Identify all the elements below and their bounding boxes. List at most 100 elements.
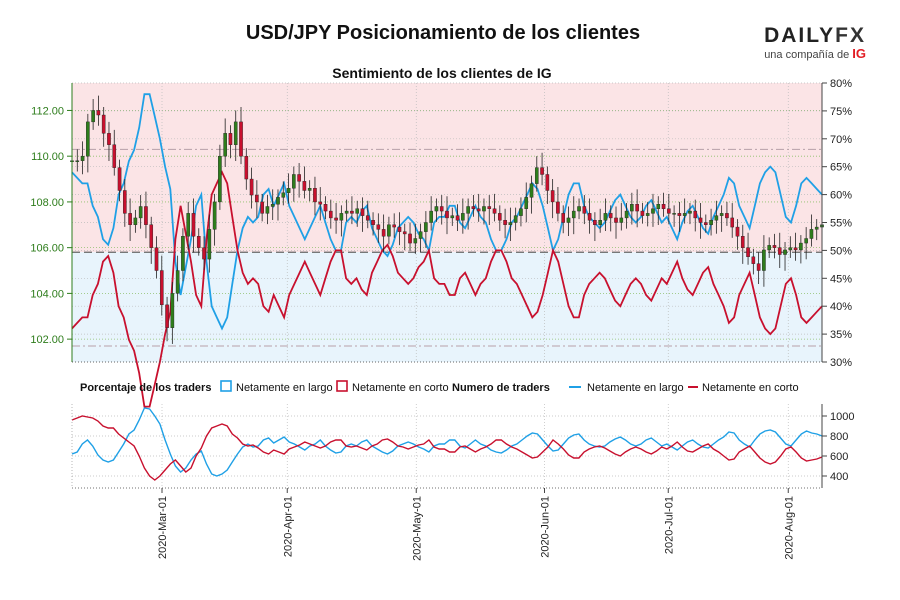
logo-sub-text: una compañía de xyxy=(764,49,850,61)
candle-body-89 xyxy=(540,167,544,175)
candle-body-133 xyxy=(772,245,777,248)
candle-body-105 xyxy=(624,210,629,219)
left-tick-label-3: 106.00 xyxy=(30,243,64,255)
candle-body-7 xyxy=(107,133,111,145)
candle-body-117 xyxy=(688,210,692,214)
candle-body-129 xyxy=(751,256,756,264)
candle-body-69 xyxy=(434,206,439,212)
dailyfx-logo: DAILYFX una compañía de IG xyxy=(764,24,866,61)
candle-body-32 xyxy=(239,121,243,157)
candle-body-41 xyxy=(286,187,291,193)
candle-body-112 xyxy=(661,204,666,209)
candle-body-106 xyxy=(630,204,634,212)
right-tick-label-10: 30% xyxy=(830,357,852,369)
bottom-right-tick-label-1: 800 xyxy=(830,431,848,443)
bottom-chart-lines xyxy=(71,407,823,481)
right-tick-label-7: 45% xyxy=(830,273,852,285)
candle-body-45 xyxy=(307,187,312,191)
candle-body-64 xyxy=(408,233,412,244)
right-tick-label-8: 40% xyxy=(830,301,852,313)
candle-body-11 xyxy=(128,213,132,225)
right-tick-label-5: 55% xyxy=(830,218,852,230)
candle-body-107 xyxy=(635,204,639,212)
candle-body-123 xyxy=(719,213,724,216)
x-tick-label-2: 2020-May-01 xyxy=(411,496,423,561)
candle-body-56 xyxy=(365,215,370,221)
candle-body-102 xyxy=(608,213,613,219)
candle-body-86 xyxy=(524,197,529,209)
candle-body-73 xyxy=(455,215,460,221)
candle-body-139 xyxy=(804,238,808,244)
candle-body-39 xyxy=(276,197,280,205)
legend-heading-count: Numero de traders xyxy=(452,382,550,394)
candle-body-103 xyxy=(614,217,618,223)
candle-body-20 xyxy=(175,270,180,294)
candle-body-18 xyxy=(165,304,169,328)
candle-body-104 xyxy=(619,217,624,223)
x-axis-ticks: 2020-Mar-01 2020-Apr-01 2020-May-01 2020-Ju… xyxy=(157,488,795,561)
candle-body-95 xyxy=(571,210,576,219)
bottom-right-tick-label-0: 1000 xyxy=(830,411,854,423)
candle-body-75 xyxy=(466,206,470,214)
candle-body-25 xyxy=(202,247,206,260)
candle-body-100 xyxy=(598,220,602,225)
candle-body-118 xyxy=(693,210,698,219)
candle-body-31 xyxy=(233,121,238,145)
candle-body-21 xyxy=(181,236,185,271)
candle-body-68 xyxy=(429,210,433,223)
legend-heading-percent: Porcentaje de los traders xyxy=(80,382,211,394)
candle-body-120 xyxy=(704,222,708,225)
candle-body-85 xyxy=(519,208,523,216)
bottom-chart-grid xyxy=(72,404,822,488)
candle-body-132 xyxy=(767,245,771,251)
candle-body-4 xyxy=(91,110,95,123)
candle-body-140 xyxy=(809,229,814,239)
candle-body-50 xyxy=(334,217,338,221)
right-tick-label-6: 50% xyxy=(830,245,852,257)
candle-body-115 xyxy=(677,213,682,216)
candle-body-6 xyxy=(101,114,106,134)
right-tick-label-4: 60% xyxy=(830,190,852,202)
candle-body-127 xyxy=(740,236,745,248)
candle-body-8 xyxy=(112,144,117,168)
candle-body-13 xyxy=(138,206,143,219)
logo-word-1: DAILY xyxy=(764,24,836,47)
legend-long-count: Netamente en largo xyxy=(587,382,684,394)
band-lower xyxy=(72,252,822,362)
candle-body-36 xyxy=(260,201,264,214)
left-tick-label-2: 108.00 xyxy=(30,197,64,209)
legend-short-count: Netamente en corto xyxy=(702,382,799,394)
candle-body-88 xyxy=(534,167,539,184)
legend-bar: Porcentaje de los traders Netamente en l… xyxy=(80,380,799,394)
right-tick-label-9: 35% xyxy=(830,329,852,341)
logo-word: DAILYFX xyxy=(764,24,866,48)
candle-body-34 xyxy=(249,178,254,196)
candle-body-57 xyxy=(371,220,375,225)
bottom-right-tick-label-3: 400 xyxy=(830,471,848,483)
page-title: USD/JPY Posicionamiento de los clientes xyxy=(245,22,641,44)
candle-body-48 xyxy=(323,204,328,212)
candle-body-83 xyxy=(508,222,513,225)
legend-swatch-short-box xyxy=(336,380,348,392)
candle-body-35 xyxy=(255,194,259,203)
candle-body-122 xyxy=(714,215,719,221)
candle-body-10 xyxy=(123,190,127,214)
candle-body-136 xyxy=(788,247,793,251)
candle-body-90 xyxy=(545,174,550,191)
candle-body-97 xyxy=(582,206,587,214)
candle-body-116 xyxy=(682,213,687,216)
candle-body-29 xyxy=(223,133,227,157)
candle-body-49 xyxy=(329,210,333,219)
candle-body-135 xyxy=(783,249,787,255)
candle-body-82 xyxy=(503,220,507,225)
candle-body-33 xyxy=(244,155,249,180)
left-tick-label-0: 112.00 xyxy=(31,105,64,117)
legend-short-percent: Netamente en corto xyxy=(352,382,449,394)
candle-body-131 xyxy=(762,249,766,271)
right-tick-label-1: 75% xyxy=(830,106,852,118)
left-tick-label-5: 102.00 xyxy=(30,334,64,346)
x-tick-label-1: 2020-Apr-01 xyxy=(282,496,294,557)
candle-body-81 xyxy=(498,213,502,221)
candle-body-99 xyxy=(593,220,597,225)
